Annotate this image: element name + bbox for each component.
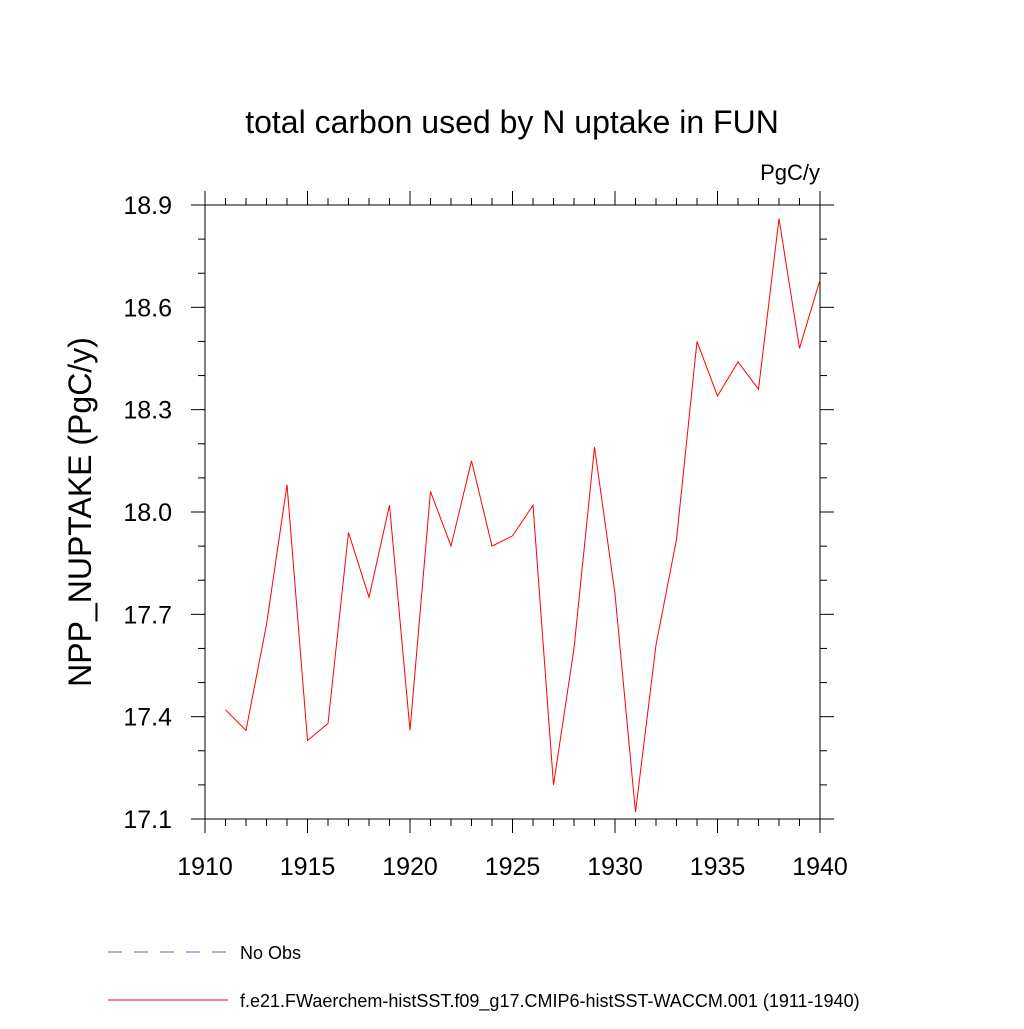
y-tick-label: 17.4 (123, 704, 172, 732)
series-line (225, 218, 821, 813)
y-axis-label: NPP_NUPTAKE (PgC/y) (62, 337, 98, 687)
x-tick-label: 1910 (177, 853, 233, 881)
y-tick-label: 17.7 (123, 601, 172, 629)
y-axis: 17.1 17.4 17.7 18.0 18.3 18.6 18.9 (123, 192, 834, 834)
x-tick-label: 1920 (382, 853, 438, 881)
x-tick-label: 1925 (485, 853, 541, 881)
x-tick-label: 1935 (690, 853, 746, 881)
legend-label: f.e21.FWaerchem-histSST.f09_g17.CMIP6-hi… (240, 991, 860, 1012)
y-tick-label: 17.1 (123, 806, 172, 834)
x-tick-label: 1940 (792, 853, 848, 881)
x-axis: 1910 1915 1920 1925 1930 1935 1940 (177, 191, 848, 881)
legend: No Obs f.e21.FWaerchem-histSST.f09_g17.CM… (108, 943, 860, 1012)
y-tick-label: 18.3 (123, 397, 172, 425)
x-tick-label: 1915 (280, 853, 336, 881)
y-tick-label: 18.6 (123, 294, 172, 322)
y-tick-label: 18.0 (123, 499, 172, 527)
plot-frame (204, 204, 821, 820)
chart-title: total carbon used by N uptake in FUN (245, 104, 779, 140)
y-tick-label: 18.9 (123, 192, 172, 220)
units-label: PgC/y (760, 160, 820, 185)
series-layer (225, 218, 821, 813)
x-tick-label: 1930 (587, 853, 643, 881)
legend-label: No Obs (240, 943, 301, 963)
